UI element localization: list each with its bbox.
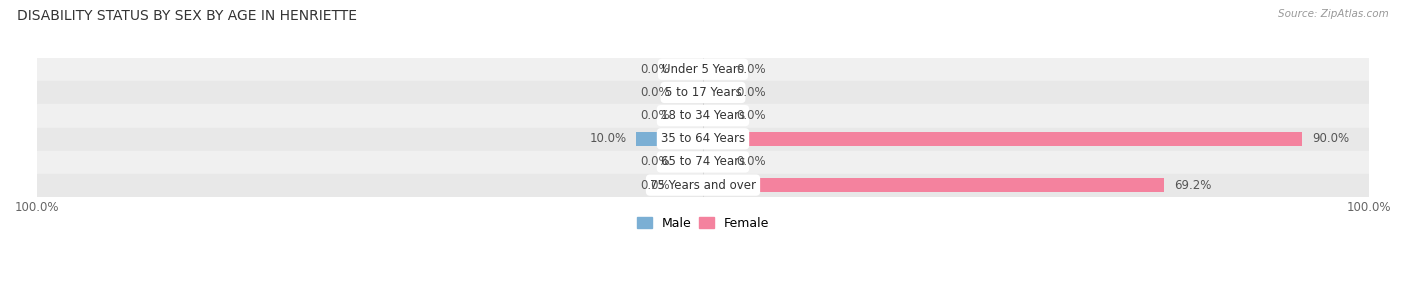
Text: 90.0%: 90.0% [1312, 132, 1350, 145]
Bar [37, 105, 1369, 127]
Text: 0.0%: 0.0% [640, 63, 669, 76]
Bar [37, 128, 1369, 150]
Text: Under 5 Years: Under 5 Years [662, 63, 744, 76]
Bar [679, 178, 703, 192]
Bar [703, 178, 1164, 192]
Bar [37, 151, 1369, 173]
Text: 0.0%: 0.0% [737, 109, 766, 122]
Bar [679, 109, 703, 123]
Legend: Male, Female: Male, Female [631, 212, 775, 235]
Bar [637, 131, 703, 146]
Bar [37, 58, 1369, 81]
Text: Source: ZipAtlas.com: Source: ZipAtlas.com [1278, 9, 1389, 19]
Text: 65 to 74 Years: 65 to 74 Years [661, 156, 745, 168]
Text: 0.0%: 0.0% [640, 179, 669, 192]
Text: 5 to 17 Years: 5 to 17 Years [665, 86, 741, 99]
Bar [37, 174, 1369, 196]
Text: DISABILITY STATUS BY SEX BY AGE IN HENRIETTE: DISABILITY STATUS BY SEX BY AGE IN HENRI… [17, 9, 357, 23]
Text: 0.0%: 0.0% [737, 63, 766, 76]
Text: 35 to 64 Years: 35 to 64 Years [661, 132, 745, 145]
Text: 75 Years and over: 75 Years and over [650, 179, 756, 192]
Bar [703, 62, 727, 77]
Text: 0.0%: 0.0% [640, 109, 669, 122]
Text: 69.2%: 69.2% [1174, 179, 1211, 192]
Bar [703, 155, 727, 169]
Bar [703, 131, 1302, 146]
Text: 0.0%: 0.0% [640, 156, 669, 168]
Bar [679, 62, 703, 77]
Text: 10.0%: 10.0% [589, 132, 627, 145]
Bar [37, 81, 1369, 104]
Text: 0.0%: 0.0% [640, 86, 669, 99]
Bar [679, 155, 703, 169]
Text: 18 to 34 Years: 18 to 34 Years [661, 109, 745, 122]
Text: 0.0%: 0.0% [737, 86, 766, 99]
Bar [679, 85, 703, 100]
Bar [703, 109, 727, 123]
Bar [703, 85, 727, 100]
Text: 0.0%: 0.0% [737, 156, 766, 168]
